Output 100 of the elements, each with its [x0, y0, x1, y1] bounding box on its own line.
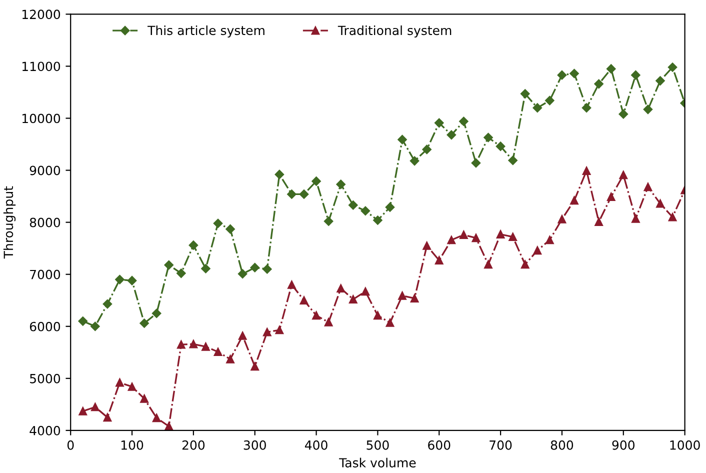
- x-tick-label: 600: [428, 440, 450, 450]
- point: [533, 246, 542, 255]
- point: [546, 236, 554, 244]
- x-tick-label: 300: [244, 440, 266, 450]
- point: [250, 262, 260, 272]
- point: [238, 269, 248, 278]
- point: [116, 378, 124, 387]
- point: [446, 130, 456, 140]
- y-axis-title: Throughput: [3, 186, 16, 259]
- point: [152, 308, 162, 318]
- point: [250, 362, 260, 371]
- point: [545, 96, 554, 106]
- point: [386, 318, 394, 327]
- point: [348, 200, 358, 210]
- point: [374, 311, 382, 320]
- point: [460, 230, 468, 239]
- x-tick-label: 200: [182, 440, 205, 450]
- point: [594, 218, 603, 226]
- point: [398, 292, 406, 300]
- point: [484, 260, 492, 269]
- y-tick-label: 4000: [30, 426, 60, 436]
- x-tick-label: 900: [612, 440, 634, 450]
- point: [127, 276, 137, 286]
- point: [520, 260, 530, 269]
- point: [434, 256, 444, 264]
- point: [484, 132, 493, 142]
- point: [410, 156, 420, 166]
- point: [643, 104, 653, 114]
- point: [226, 224, 235, 234]
- point: [606, 64, 616, 74]
- point: [312, 311, 320, 320]
- y-tick-label: 10000: [22, 114, 60, 124]
- point: [164, 422, 174, 430]
- point: [275, 326, 284, 334]
- point: [312, 176, 321, 186]
- point: [422, 242, 432, 250]
- point: [508, 232, 518, 242]
- point: [360, 206, 370, 216]
- x-tick-label: 0: [67, 440, 74, 450]
- point: [558, 215, 566, 224]
- legend-label: Traditional system: [338, 25, 452, 38]
- point: [472, 234, 480, 242]
- point: [557, 70, 567, 80]
- point: [189, 340, 198, 348]
- point: [398, 134, 407, 144]
- point: [619, 170, 628, 180]
- x-axis-title: Task volume: [339, 458, 416, 468]
- point: [459, 116, 468, 126]
- point: [214, 348, 222, 356]
- point: [570, 196, 578, 205]
- point: [520, 89, 530, 98]
- x-tick-label: 700: [490, 440, 512, 450]
- point: [496, 230, 505, 238]
- point: [570, 68, 579, 78]
- point: [606, 192, 616, 201]
- x-tick-label: 100: [121, 440, 144, 450]
- point: [176, 268, 186, 278]
- point: [324, 318, 333, 326]
- point: [78, 316, 88, 326]
- point: [373, 216, 382, 225]
- point: [668, 212, 677, 222]
- point: [128, 382, 136, 391]
- point: [140, 318, 149, 328]
- point: [496, 142, 506, 151]
- point: [78, 407, 88, 416]
- point: [656, 199, 664, 208]
- point: [213, 218, 223, 228]
- point: [631, 70, 640, 80]
- point: [201, 264, 210, 274]
- point: [618, 109, 628, 119]
- point: [532, 103, 542, 112]
- point: [140, 394, 148, 403]
- point: [336, 180, 346, 189]
- x-tick-label: 1000: [670, 440, 700, 450]
- point: [348, 295, 358, 304]
- point: [288, 280, 296, 289]
- point: [176, 340, 186, 349]
- point: [164, 260, 174, 270]
- y-tick-label: 9000: [30, 166, 60, 176]
- y-tick-label: 5000: [30, 374, 60, 384]
- point: [324, 216, 334, 226]
- point: [385, 202, 395, 212]
- point: [656, 76, 665, 86]
- point: [594, 79, 604, 89]
- y-tick-label: 7000: [30, 270, 60, 280]
- point: [299, 190, 309, 199]
- point: [152, 414, 161, 422]
- point: [274, 170, 284, 180]
- point: [471, 158, 481, 168]
- point: [582, 166, 591, 175]
- legend-label: This article system: [148, 25, 264, 38]
- point: [434, 118, 444, 128]
- point: [336, 284, 346, 293]
- y-tick-label: 11000: [22, 62, 60, 72]
- point: [361, 287, 370, 296]
- point: [300, 296, 308, 305]
- point: [582, 103, 592, 112]
- point: [91, 402, 100, 412]
- point: [262, 328, 272, 336]
- point: [188, 240, 198, 250]
